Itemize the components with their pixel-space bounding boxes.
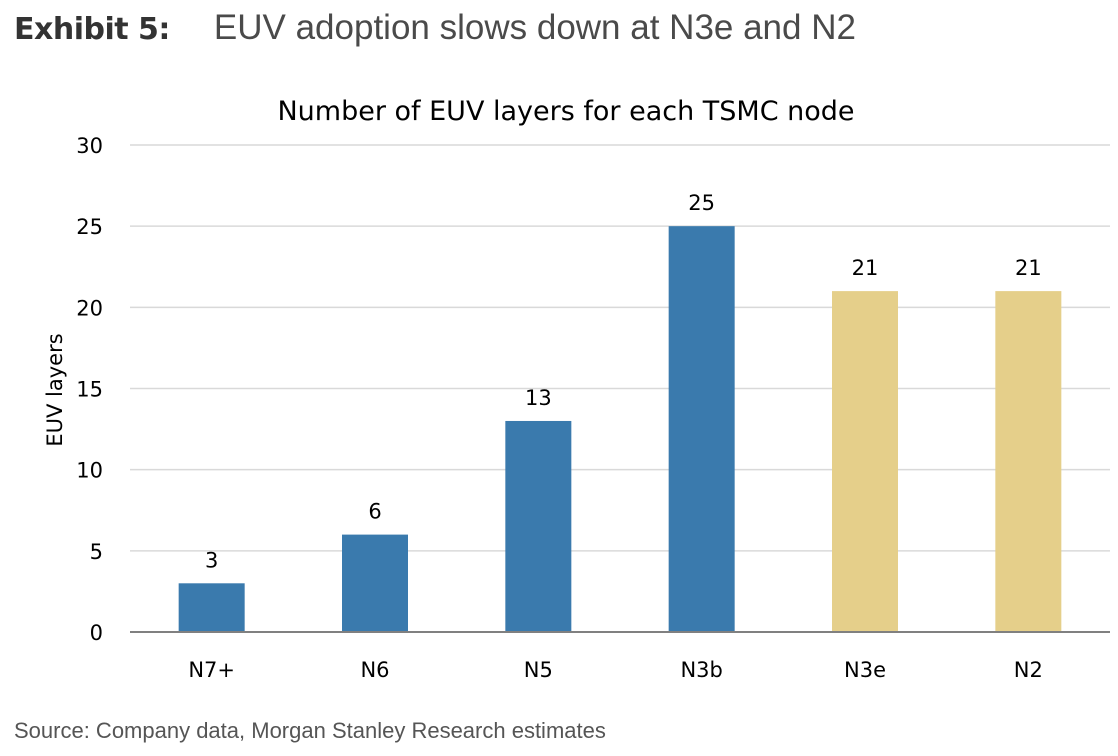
euv-layers-bar-chart: Number of EUV layers for each TSMC node … [43,96,1110,682]
x-tick-label: N3e [844,658,886,682]
exhibit-headline: EUV adoption slows down at N3e and N2 [213,8,856,47]
data-label: 6 [368,500,381,524]
bar [342,534,408,632]
data-label: 25 [688,191,715,215]
y-tick-label: 20 [76,296,103,320]
data-labels: 3 6 13 25 21 21 [205,191,1042,572]
x-tick-labels: N7+ N6 N5 N3b N3e N2 [188,658,1043,682]
bar [178,583,245,632]
bar [995,291,1062,632]
y-axis-label: EUV layers [43,333,67,446]
y-tick-label: 15 [76,378,103,402]
bar [668,226,735,632]
data-label: 13 [525,386,552,410]
x-tick-label: N3b [680,658,722,682]
y-tick-label: 30 [76,134,103,158]
y-tick-labels: 0 5 10 15 20 25 30 [76,134,103,645]
data-label: 3 [205,548,218,572]
gridlines [130,144,1110,552]
data-label: 21 [1015,256,1042,280]
y-tick-label: 0 [90,621,103,645]
x-tick-label: N5 [524,658,553,682]
chart-title: Number of EUV layers for each TSMC node [277,96,854,127]
source-note: Source: Company data, Morgan Stanley Res… [14,718,606,743]
y-tick-label: 10 [76,459,103,483]
x-tick-label: N6 [360,658,389,682]
bar [505,420,572,632]
y-tick-label: 25 [76,215,103,239]
data-label: 21 [852,256,879,280]
x-tick-label: N2 [1014,658,1043,682]
exhibit-label: Exhibit 5: [14,12,170,47]
bar [832,291,898,632]
exhibit-header: Exhibit 5: EUV adoption slows down at N3… [14,8,856,52]
bars [178,226,1062,632]
y-tick-label: 5 [90,540,103,564]
x-tick-label: N7+ [188,658,235,682]
